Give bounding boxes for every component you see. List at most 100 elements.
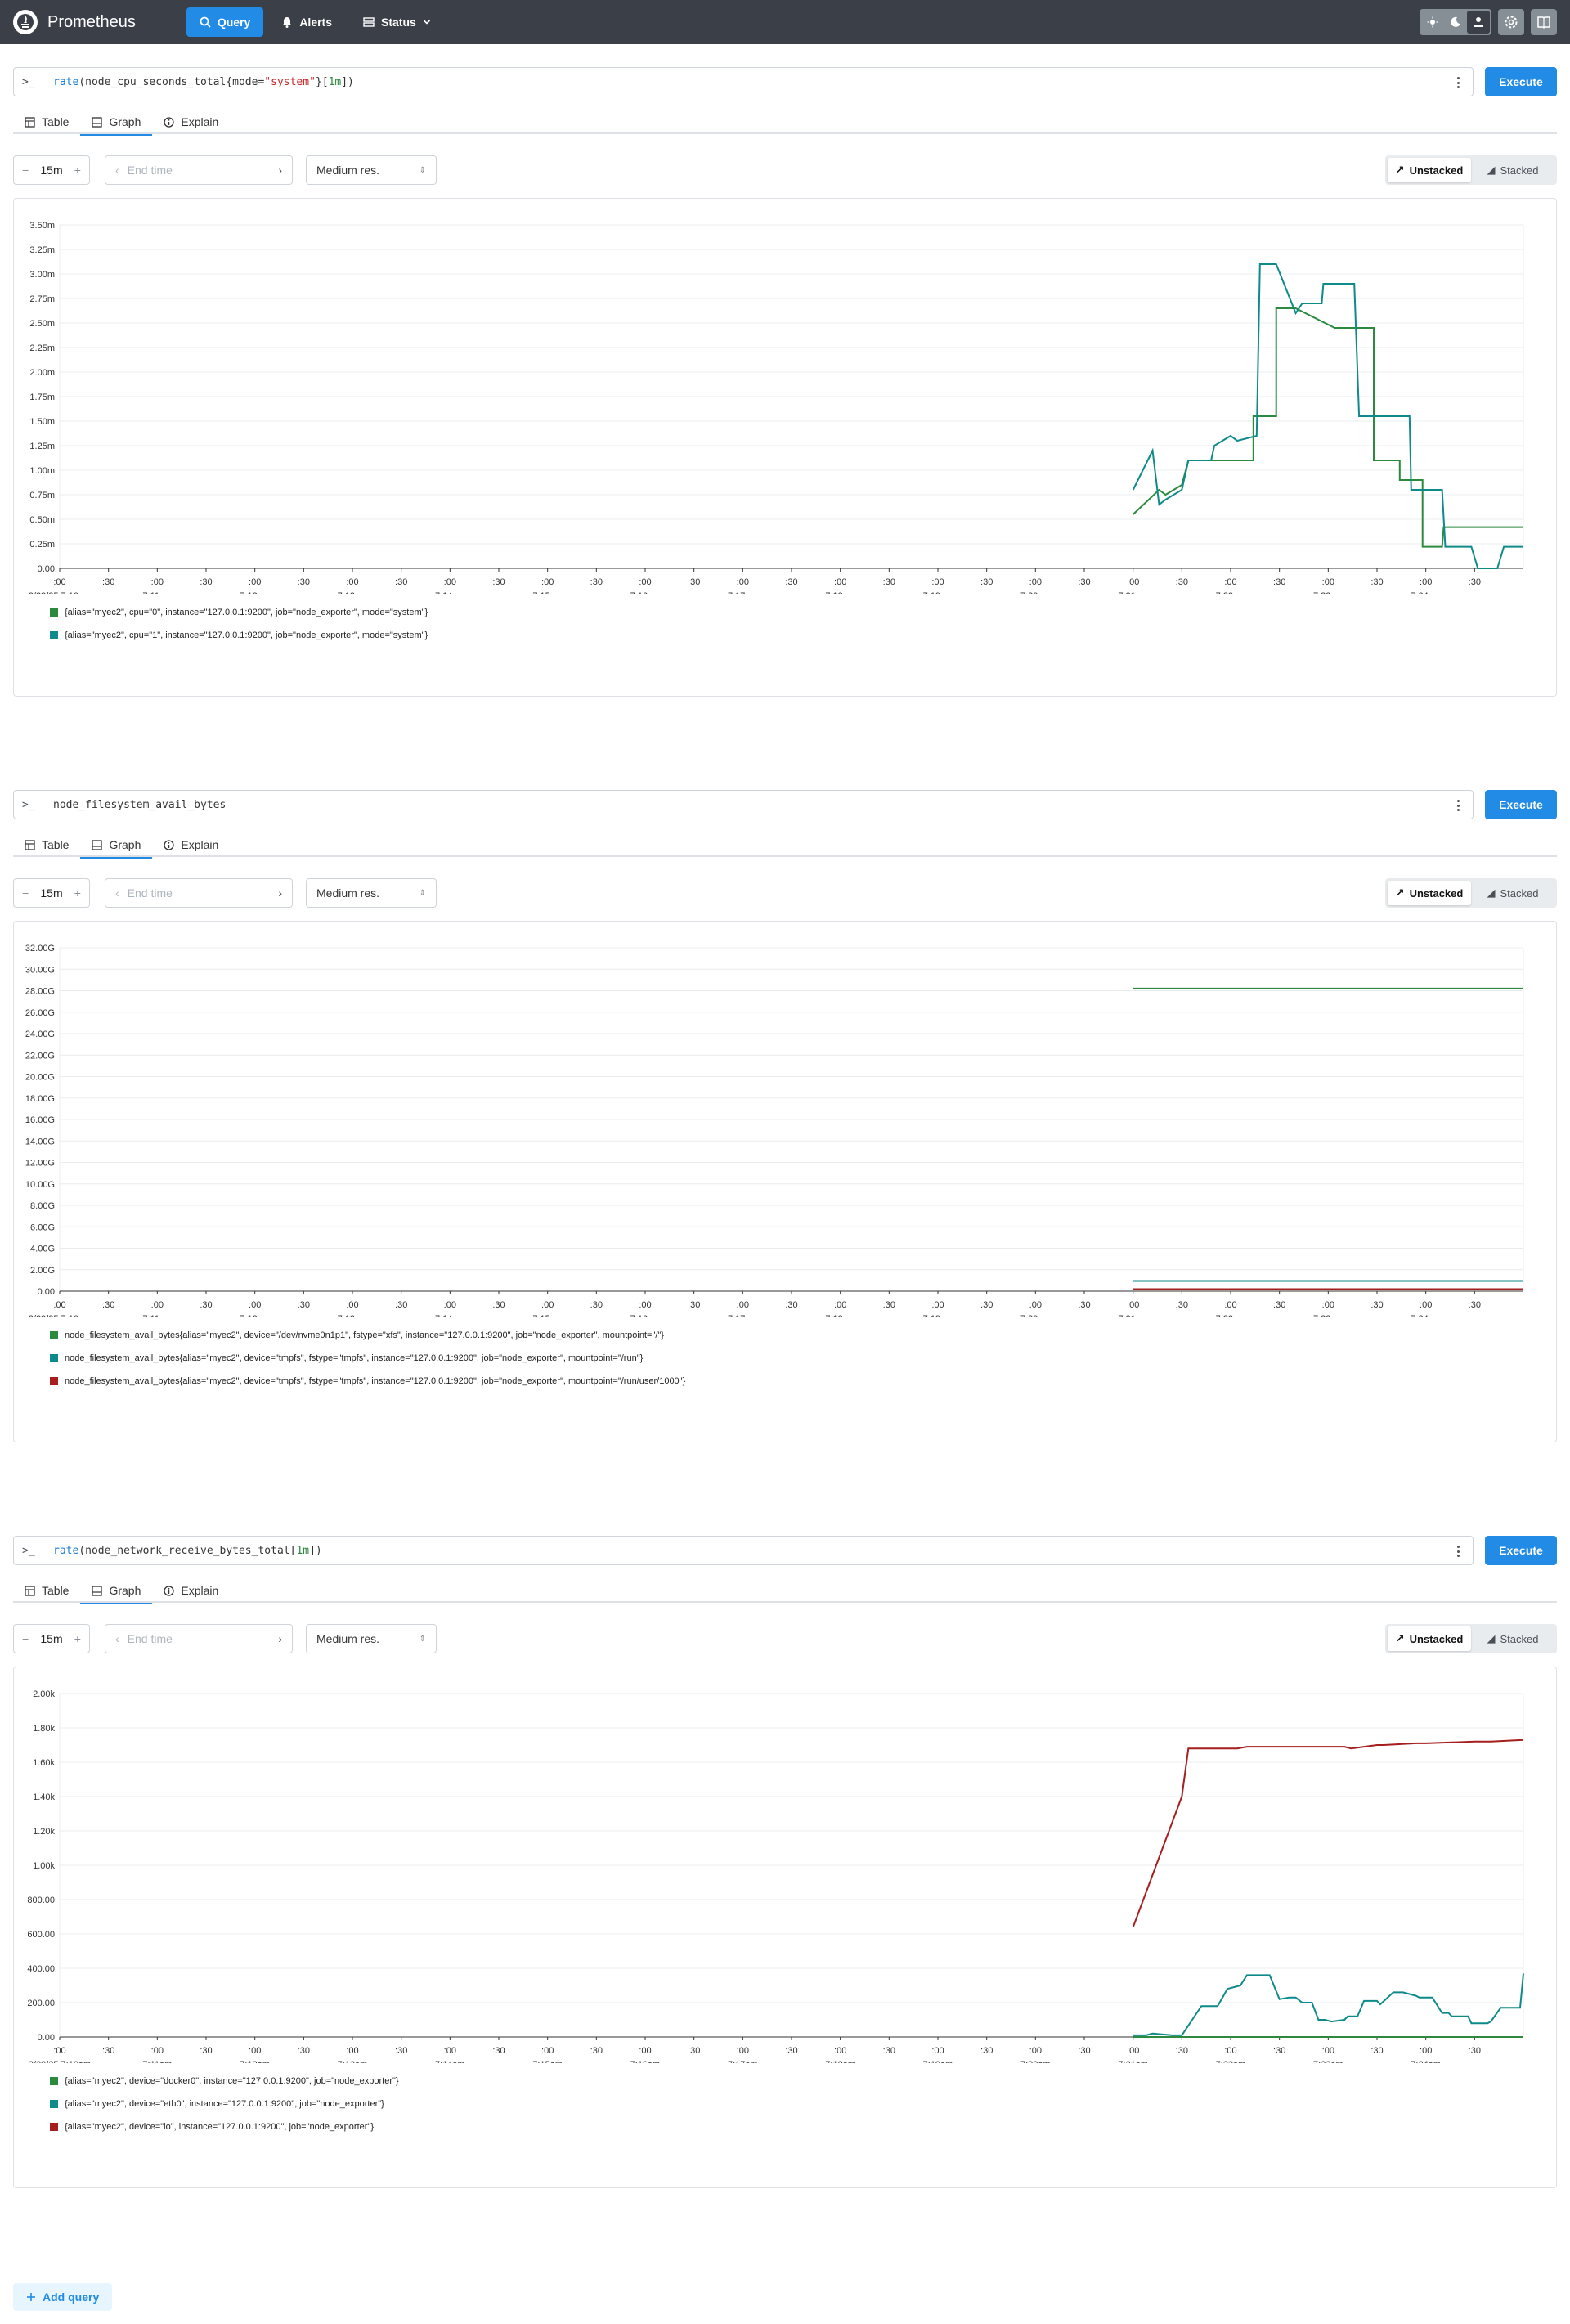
y-tick-label: 0.00 — [38, 564, 55, 574]
tab-table[interactable]: Table — [13, 832, 80, 857]
range-value: 15m — [40, 886, 63, 900]
nav-alerts[interactable]: Alerts — [268, 7, 345, 37]
stack-toggle: ↗ Unstacked ◢ Stacked — [1385, 878, 1557, 908]
x-minor-label: :00 — [53, 2046, 65, 2056]
legend-item[interactable]: node_filesystem_avail_bytes{alias="myec2… — [50, 1370, 685, 1393]
y-tick-label: 10.00G — [25, 1180, 55, 1190]
execute-button[interactable]: Execute — [1485, 790, 1557, 819]
unstacked-option[interactable]: ↗ Unstacked — [1388, 158, 1471, 182]
x-minor-label: :30 — [395, 2046, 407, 2056]
expression-input[interactable]: >_ rate(node_network_receive_bytes_total[… — [13, 1536, 1474, 1565]
legend-item[interactable]: {alias="myec2", cpu="1", instance="127.0… — [50, 624, 428, 647]
range-value: 15m — [40, 164, 63, 177]
minus-icon[interactable]: − — [22, 164, 29, 177]
tab-table[interactable]: Table — [13, 1578, 80, 1603]
legend-item[interactable]: {alias="myec2", device="lo", instance="1… — [50, 2115, 399, 2138]
x-minor-label: :30 — [200, 2046, 212, 2056]
plus-icon[interactable]: + — [74, 164, 81, 177]
y-tick-label: 8.00G — [30, 1201, 55, 1211]
chevron-left-icon[interactable]: ‹ — [115, 164, 119, 177]
y-tick-label: 16.00G — [25, 1115, 55, 1125]
add-query-button[interactable]: Add query — [13, 2283, 113, 2311]
x-major-label: 7:22am — [1216, 1314, 1246, 1317]
stacked-option[interactable]: ◢ Stacked — [1471, 1626, 1554, 1651]
dark-icon[interactable] — [1444, 11, 1467, 34]
end-time-input[interactable]: ‹ End time › — [105, 155, 293, 185]
minus-icon[interactable]: − — [22, 1632, 29, 1645]
execute-button[interactable]: Execute — [1485, 1536, 1557, 1565]
unstacked-option[interactable]: ↗ Unstacked — [1388, 1626, 1471, 1651]
y-tick-label: 200.00 — [27, 1999, 55, 2008]
legend-item[interactable]: {alias="myec2", cpu="0", instance="127.0… — [50, 601, 428, 624]
x-major-label: 7:15am — [532, 2060, 563, 2063]
end-time-input[interactable]: ‹ End time › — [105, 878, 293, 908]
table-icon — [25, 1585, 35, 1596]
tab-graph[interactable]: Graph — [80, 110, 153, 136]
legend-item[interactable]: {alias="myec2", device="eth0", instance=… — [50, 2093, 399, 2115]
tab-graph[interactable]: Graph — [80, 832, 153, 859]
legend-item[interactable]: node_filesystem_avail_bytes{alias="myec2… — [50, 1324, 685, 1347]
x-minor-label: :30 — [688, 2046, 700, 2056]
expression-input[interactable]: >_ rate(node_cpu_seconds_total{mode="syst… — [13, 67, 1474, 96]
brand[interactable]: Prometheus — [13, 10, 136, 34]
tab-graph[interactable]: Graph — [80, 1578, 153, 1604]
x-major-label: 7:21am — [1118, 1314, 1148, 1317]
execute-button[interactable]: Execute — [1485, 67, 1557, 96]
range-input[interactable]: −15m + — [13, 878, 90, 908]
x-major-label: 7:13am — [338, 1314, 368, 1317]
y-tick-label: 800.00 — [27, 1896, 55, 1905]
x-minor-label: :30 — [590, 577, 603, 587]
x-minor-label: :00 — [1322, 1300, 1334, 1310]
plus-icon[interactable]: + — [74, 1632, 81, 1645]
more-options-icon[interactable] — [1451, 1544, 1465, 1559]
unstacked-option[interactable]: ↗ Unstacked — [1388, 881, 1471, 905]
range-input[interactable]: −15m + — [13, 155, 90, 185]
graph-icon — [92, 839, 103, 850]
nav-status[interactable]: Status — [350, 7, 444, 37]
x-minor-label: :30 — [200, 1300, 212, 1310]
tab-explain[interactable]: Explain — [152, 1578, 230, 1603]
chevron-left-icon[interactable]: ‹ — [115, 886, 119, 900]
chevron-right-icon[interactable]: › — [278, 164, 282, 177]
auto-icon[interactable] — [1467, 11, 1490, 34]
tab-explain[interactable]: Explain — [152, 832, 230, 857]
x-minor-label: :30 — [688, 1300, 700, 1310]
settings-gear-icon[interactable] — [1498, 9, 1524, 35]
tab-explain[interactable]: Explain — [152, 110, 230, 134]
stacked-option[interactable]: ◢ Stacked — [1471, 881, 1554, 905]
chevron-right-icon[interactable]: › — [278, 886, 282, 900]
minus-icon[interactable]: − — [22, 886, 29, 900]
range-input[interactable]: −15m + — [13, 1624, 90, 1653]
more-options-icon[interactable] — [1451, 75, 1465, 90]
more-options-icon[interactable] — [1451, 798, 1465, 813]
resolution-select[interactable]: Medium res. ⇕ — [306, 1624, 437, 1653]
x-minor-label: :00 — [834, 577, 846, 587]
x-minor-label: :00 — [639, 577, 651, 587]
area-chart-icon: ◢ — [1487, 1632, 1496, 1644]
expression-input[interactable]: >_ node_filesystem_avail_bytes — [13, 790, 1474, 819]
legend-item[interactable]: node_filesystem_avail_bytes{alias="myec2… — [50, 1347, 685, 1370]
x-minor-label: :30 — [1176, 1300, 1188, 1310]
legend-item[interactable]: {alias="myec2", device="docker0", instan… — [50, 2070, 399, 2093]
x-major-label: 7:22am — [1216, 591, 1246, 594]
chevron-left-icon[interactable]: ‹ — [115, 1632, 119, 1645]
end-time-input[interactable]: ‹ End time › — [105, 1624, 293, 1653]
chevron-right-icon[interactable]: › — [278, 1632, 282, 1645]
tab-table[interactable]: Table — [13, 110, 80, 134]
resolution-select[interactable]: Medium res. ⇕ — [306, 878, 437, 908]
x-minor-label: :30 — [298, 577, 310, 587]
plus-icon[interactable]: + — [74, 886, 81, 900]
x-minor-label: :00 — [931, 1300, 944, 1310]
docs-book-icon[interactable] — [1531, 9, 1557, 35]
resolution-select[interactable]: Medium res. ⇕ — [306, 155, 437, 185]
y-tick-label: 2.75m — [29, 294, 55, 304]
top-navbar: Prometheus Query Alerts Status — [0, 0, 1570, 44]
legend-swatch — [50, 608, 58, 617]
graph-controls: −15m + ‹ End time › Medium res. ⇕ ↗ Unstacked ◢ St… — [13, 878, 1557, 908]
light-icon[interactable] — [1421, 11, 1444, 34]
query-row: >_ node_filesystem_avail_bytes Execute — [13, 790, 1557, 819]
nav-query[interactable]: Query — [186, 7, 264, 37]
stacked-option[interactable]: ◢ Stacked — [1471, 158, 1554, 182]
x-major-label: 7:15am — [532, 1314, 563, 1317]
legend-label: {alias="myec2", device="docker0", instan… — [65, 2076, 399, 2086]
